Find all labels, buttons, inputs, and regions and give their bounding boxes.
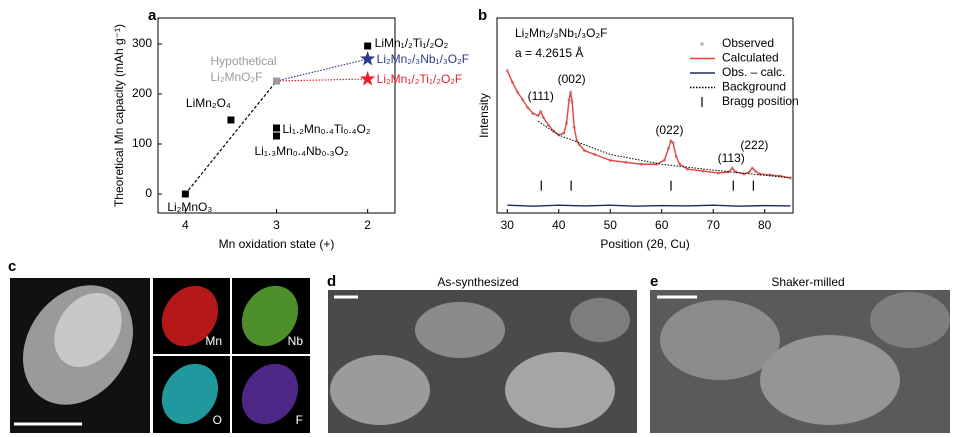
y-tick-label: 0 (145, 186, 152, 200)
legend-label: Calculated (722, 51, 779, 65)
panel-title: As-synthesized (437, 275, 518, 289)
square-marker (273, 132, 280, 140)
point-label: Li₂Mn₁/₂Ti₁/₂O₂F (377, 72, 463, 86)
panel-title: Shaker-milled (771, 275, 844, 289)
panel-label: a (148, 7, 157, 24)
connector-line (276, 58, 368, 82)
map-blob (161, 363, 219, 425)
particle-highlight (54, 292, 122, 368)
grain (760, 335, 900, 425)
x-tick-label: 4 (182, 218, 189, 232)
y-axis-title: Intensity (477, 93, 491, 138)
point-label: Li₁.₂Mn₀.₄Ti₀.₄O₂ (283, 122, 371, 136)
x-tick-label: 60 (655, 218, 669, 232)
point-label: Li₂MnO₂F (211, 70, 263, 84)
connector-line (276, 78, 368, 82)
grain (660, 300, 780, 380)
map-label: F (296, 413, 303, 427)
x-tick-label: 40 (552, 218, 566, 232)
legend-symbol (700, 42, 704, 46)
x-tick-label: 30 (501, 218, 515, 232)
x-tick-label: 80 (758, 218, 772, 232)
map-blob (241, 363, 299, 425)
x-tick-label: 2 (364, 218, 371, 232)
map-label: Mn (205, 334, 222, 348)
y-tick-label: 300 (132, 36, 152, 50)
x-axis-title: Position (2θ, Cu) (600, 237, 689, 251)
point-label: Hypothetical (211, 54, 277, 68)
legend-label: Background (722, 80, 786, 94)
peak-label: (002) (558, 72, 586, 86)
plot-frame (496, 17, 794, 214)
square-marker (273, 77, 280, 85)
panel-c: c Mn Nb O F (8, 258, 310, 433)
series-line (507, 204, 791, 207)
grain (570, 298, 630, 342)
connector-line (184, 80, 277, 195)
peak-label: (113) (718, 151, 745, 165)
square-marker (227, 116, 235, 124)
point-label: Li₂Mn₂/₃Nb₁/₃O₂F (377, 52, 469, 66)
map-label: O (213, 413, 222, 427)
y-axis-title: Theoretical Mn capacity (mAh g⁻¹) (112, 24, 126, 207)
panel-d: d As-synthesized (327, 273, 637, 433)
series-line (537, 120, 791, 179)
star-marker (360, 71, 376, 86)
panel-label: d (327, 273, 336, 290)
legend-label: Bragg position (722, 94, 799, 108)
map-blob (241, 285, 299, 347)
x-tick-label: 3 (273, 218, 280, 232)
panel-e: e Shaker-milled (650, 273, 950, 433)
square-marker (273, 124, 280, 132)
compound-label: Li₂Mn₂/₃Nb₁/₃O₂F (515, 26, 607, 40)
point-label: LiMn₁/₂Ti₁/₂O₂ (375, 36, 449, 50)
grain (505, 352, 615, 428)
square-marker (181, 190, 189, 198)
grain (330, 355, 430, 425)
panel-label: e (650, 273, 658, 290)
legend-label: Obs. – calc. (722, 65, 785, 79)
square-marker (364, 42, 372, 50)
panel-label: b (478, 7, 487, 24)
x-tick-label: 50 (604, 218, 618, 232)
grain (415, 302, 505, 358)
y-tick-label: 200 (132, 86, 152, 100)
x-axis-title: Mn oxidation state (+) (219, 237, 335, 251)
star-marker (360, 51, 376, 66)
peak-label: (111) (528, 89, 554, 103)
map-label: Nb (288, 334, 304, 348)
map-blob (161, 285, 219, 347)
peak-label: (022) (655, 123, 683, 137)
point-label: Li₂MnO₃ (167, 200, 212, 214)
grain (870, 292, 950, 348)
point-label: LiMn₂O₄ (186, 96, 231, 110)
peak-label: (222) (740, 138, 768, 152)
point-label: Li₁.₃Mn₀.₄Nb₀.₃O₂ (255, 144, 349, 158)
panel-label: c (8, 258, 16, 275)
plot-frame (157, 17, 396, 214)
legend-label: Observed (722, 36, 774, 50)
x-tick-label: 70 (707, 218, 721, 232)
y-tick-label: 100 (132, 136, 152, 150)
lattice-label: a = 4.2615 Å (515, 45, 583, 60)
